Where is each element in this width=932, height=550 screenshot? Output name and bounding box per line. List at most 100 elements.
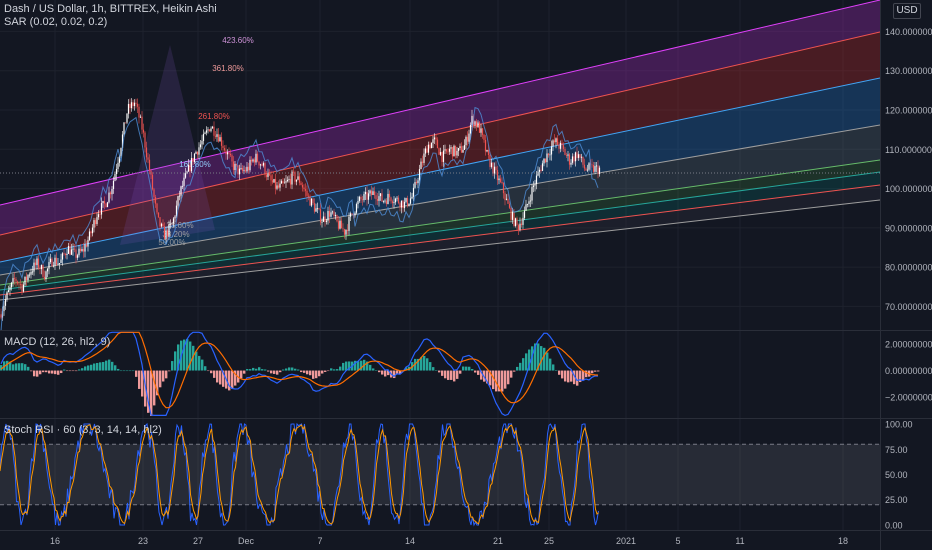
candle-body xyxy=(591,164,593,166)
rsi-legend: Stoch RSI · 60 (3, 3, 14, 14, hl2) xyxy=(4,424,162,437)
candle-body xyxy=(273,179,275,183)
candle-body xyxy=(187,164,190,172)
macd-bar xyxy=(51,370,54,374)
candle-body xyxy=(465,136,467,146)
symbol-title[interactable]: Dash / US Dollar, 1h, BITTREX, Heikin As… xyxy=(4,3,217,15)
candle-body xyxy=(393,202,395,204)
macd-bar xyxy=(123,370,126,372)
candle-body xyxy=(537,171,539,176)
macd-bar xyxy=(216,370,219,383)
macd-bar xyxy=(342,362,345,371)
candle-body xyxy=(486,149,488,152)
time-axis[interactable]: 16 23 27 Dec 7 14 21 25 2021 5 11 18 xyxy=(50,536,848,546)
candle-body xyxy=(81,249,83,252)
candle-body xyxy=(30,271,32,275)
candle-body xyxy=(280,181,283,184)
candle-body xyxy=(459,146,461,149)
macd-bar xyxy=(0,365,3,371)
macd-bar xyxy=(273,370,276,374)
time-tick-label: 2021 xyxy=(616,536,636,546)
macd-title[interactable]: MACD (12, 26, hl2, 9) xyxy=(4,336,111,348)
candle-body xyxy=(40,265,43,270)
macd-pane[interactable] xyxy=(0,331,600,417)
candle-body xyxy=(556,138,559,146)
candle-body xyxy=(502,183,505,194)
macd-bar xyxy=(90,364,93,371)
macd-bar xyxy=(354,360,357,371)
macd-bar xyxy=(309,370,312,376)
candle-body xyxy=(292,171,295,173)
candle-body xyxy=(262,163,265,166)
candle-body xyxy=(208,129,211,132)
candle-body xyxy=(402,200,404,209)
candle-body xyxy=(558,145,560,149)
candle-body xyxy=(244,170,247,172)
candle-body xyxy=(345,229,347,235)
macd-bar xyxy=(96,362,99,371)
candle-body xyxy=(165,230,167,240)
candle-body xyxy=(154,196,157,204)
stoch-rsi-title[interactable]: Stoch RSI · 60 (3, 3, 14, 14, hl2) xyxy=(4,424,162,436)
macd-bar xyxy=(501,370,504,392)
macd-bar xyxy=(453,370,456,382)
macd-bar xyxy=(381,370,384,375)
candle-body xyxy=(564,148,566,156)
macd-bar xyxy=(255,368,258,371)
time-tick-label: 21 xyxy=(493,536,503,546)
candle-body xyxy=(204,132,206,134)
currency-button[interactable]: USD xyxy=(893,3,921,19)
candle-body xyxy=(49,258,52,263)
candle-body xyxy=(207,129,209,131)
candle-body xyxy=(91,227,94,234)
fib-level-label: 261.80% xyxy=(198,112,230,121)
candle-body xyxy=(258,161,260,166)
candle-body xyxy=(304,189,307,191)
macd-bar xyxy=(45,370,48,373)
candle-body xyxy=(111,188,113,195)
candle-body xyxy=(432,139,434,143)
candle-body xyxy=(439,152,442,155)
fib-line xyxy=(0,199,880,301)
macd-bar xyxy=(405,367,408,371)
candle-body xyxy=(90,231,92,234)
candle-body xyxy=(519,223,521,230)
fib-line xyxy=(0,31,880,236)
candle-body xyxy=(6,292,8,300)
candle-body xyxy=(16,281,19,284)
macd-bar xyxy=(447,370,450,380)
candle-body xyxy=(145,147,148,158)
fib-fan xyxy=(120,45,215,245)
candle-body xyxy=(121,134,124,148)
macd-axis[interactable]: 2.00000000 0.00000000 −2.00000000 xyxy=(885,340,932,403)
candle-body xyxy=(22,284,25,292)
candle-body xyxy=(43,276,46,280)
price-pane[interactable]: 423.60% 361.80% 261.80% 161.80% 23.60%38.20%… xyxy=(0,0,880,331)
candle-body xyxy=(376,199,379,201)
candle-body xyxy=(84,244,86,252)
candle-body xyxy=(75,249,77,258)
candle-body xyxy=(309,196,311,206)
candle-body xyxy=(508,203,511,208)
candle-body xyxy=(538,169,541,172)
candle-body xyxy=(414,182,416,188)
stoch-rsi-pane[interactable] xyxy=(0,422,880,527)
candle-body xyxy=(265,174,268,177)
price-axis[interactable]: 70.00000000 80.00000000 90.00000000 100.000… xyxy=(885,27,932,312)
candle-body xyxy=(238,168,241,175)
candle-body xyxy=(45,271,47,280)
candle-body xyxy=(55,257,58,265)
candle-body xyxy=(103,200,106,204)
candle-body xyxy=(3,305,5,312)
macd-bar xyxy=(399,370,402,375)
macd-bar xyxy=(465,366,468,371)
sar-legend[interactable]: SAR (0.02, 0.02, 0.2) xyxy=(4,16,108,28)
candle-body xyxy=(64,254,67,255)
time-tick-label: 18 xyxy=(838,536,848,546)
candle-body xyxy=(138,106,140,118)
macd-bar xyxy=(48,370,51,374)
candle-body xyxy=(270,175,272,181)
stoch-rsi-axis[interactable]: 100.00 75.00 50.00 25.00 0.00 xyxy=(885,420,913,531)
candle-body xyxy=(520,223,523,225)
candle-body xyxy=(510,207,512,220)
